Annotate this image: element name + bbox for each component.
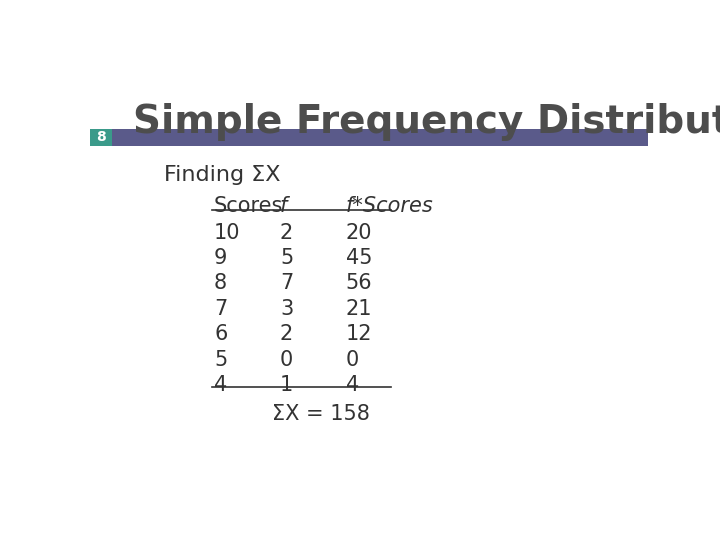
Text: 0: 0: [280, 350, 293, 370]
Text: 7: 7: [214, 299, 228, 319]
Text: 56: 56: [346, 273, 372, 293]
Text: Simple Frequency Distribution: Simple Frequency Distribution: [132, 103, 720, 141]
Text: 9: 9: [214, 248, 228, 268]
Text: 21: 21: [346, 299, 372, 319]
FancyBboxPatch shape: [90, 129, 648, 146]
Text: ΣX = 158: ΣX = 158: [272, 404, 370, 424]
Text: 20: 20: [346, 222, 372, 242]
Text: 4: 4: [346, 375, 359, 395]
Text: 0: 0: [346, 350, 359, 370]
Text: 8: 8: [96, 130, 106, 144]
Text: f*Scores: f*Scores: [346, 195, 433, 215]
Text: 10: 10: [214, 222, 240, 242]
Text: 5: 5: [280, 248, 293, 268]
Text: 8: 8: [214, 273, 227, 293]
Text: 45: 45: [346, 248, 372, 268]
Text: 1: 1: [280, 375, 293, 395]
Text: 6: 6: [214, 325, 228, 345]
Text: 4: 4: [214, 375, 228, 395]
Text: Finding ΣX: Finding ΣX: [163, 165, 280, 185]
Text: Scores: Scores: [214, 195, 284, 215]
Text: 2: 2: [280, 222, 293, 242]
Text: f: f: [280, 195, 287, 215]
Text: 2: 2: [280, 325, 293, 345]
Text: 12: 12: [346, 325, 372, 345]
Text: 5: 5: [214, 350, 228, 370]
Text: 7: 7: [280, 273, 293, 293]
FancyBboxPatch shape: [90, 129, 112, 146]
Text: 3: 3: [280, 299, 293, 319]
